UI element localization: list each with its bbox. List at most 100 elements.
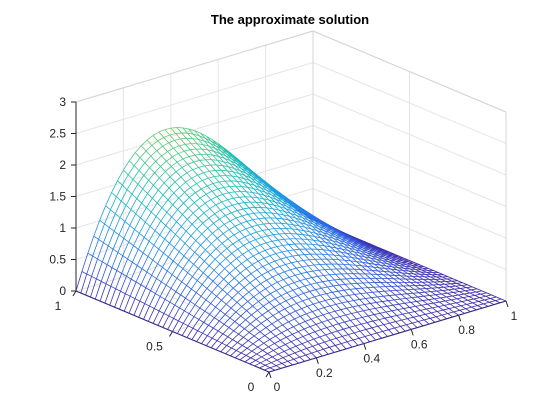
mesh-line-x — [332, 240, 339, 243]
mesh-line-y — [245, 268, 252, 274]
mesh-line-x — [339, 283, 346, 286]
mesh-line-y — [204, 165, 210, 172]
mesh-line-x — [177, 255, 185, 266]
mesh-line-y — [305, 224, 312, 230]
mesh-line-x — [459, 290, 466, 293]
mesh-line-y — [326, 327, 332, 334]
mesh-line-y — [138, 316, 144, 320]
mesh-line-y — [125, 293, 131, 297]
mesh-line-x — [232, 171, 240, 174]
mesh-line-x — [284, 211, 291, 214]
mesh-line-y — [311, 277, 317, 284]
mesh-line-x — [261, 353, 268, 358]
mesh-line-y — [198, 319, 204, 323]
mesh-line-y — [125, 204, 132, 210]
mesh-line-x — [132, 249, 139, 263]
mesh-line-y — [235, 165, 241, 171]
mesh-line-x — [288, 219, 295, 222]
mesh-line-y — [221, 243, 228, 249]
mesh-line-x — [303, 291, 310, 294]
mesh-line-y — [194, 130, 200, 137]
mesh-line-y — [282, 324, 288, 330]
mesh-line-x — [320, 327, 327, 331]
mesh-line-y — [212, 337, 218, 341]
mesh-line-x — [233, 324, 240, 332]
mesh-line-x — [392, 303, 399, 306]
mesh-line-x — [197, 143, 204, 146]
mesh-line-y — [218, 181, 225, 188]
mesh-line-x — [184, 301, 191, 312]
mesh-line-x — [165, 166, 172, 172]
mesh-line-x — [105, 192, 112, 206]
mesh-line-y — [282, 245, 288, 252]
mesh-line-y — [298, 225, 305, 231]
mesh-line-x — [293, 248, 300, 251]
mesh-line-x — [457, 297, 464, 300]
mesh-line-y — [237, 248, 243, 255]
mesh-line-y — [87, 252, 93, 257]
mesh-line-x — [218, 224, 225, 229]
mesh-line-y — [281, 287, 288, 294]
mesh-line-y — [362, 282, 369, 288]
mesh-line-x — [268, 199, 276, 203]
mesh-line-y — [134, 152, 141, 158]
mesh-line-x — [281, 250, 288, 253]
mesh-line-x — [111, 252, 119, 268]
mesh-line-x — [155, 155, 162, 162]
mesh-line-x — [128, 229, 135, 243]
mesh-line-y — [190, 187, 196, 194]
mesh-line-x — [164, 127, 171, 130]
mesh-line-y — [275, 222, 281, 229]
mesh-line-y — [413, 288, 420, 294]
mesh-line-y — [323, 307, 330, 314]
mesh-line-y — [263, 342, 269, 348]
mesh-line-x — [346, 306, 353, 309]
mesh-line-x — [449, 302, 457, 305]
mesh-line-x — [271, 319, 279, 325]
mesh-line-y — [468, 296, 474, 300]
mesh-line-y — [342, 336, 348, 343]
mesh-line-y — [203, 212, 210, 219]
mesh-line-y — [244, 236, 250, 243]
mesh-line-x — [196, 222, 204, 230]
mesh-line-x — [105, 267, 113, 284]
mesh-line-x — [91, 258, 98, 277]
mesh-line-y — [179, 145, 185, 152]
mesh-line-x — [226, 339, 233, 346]
mesh-line-x — [426, 307, 433, 310]
mesh-line-x — [388, 299, 395, 302]
mesh-line-x — [283, 348, 291, 352]
mesh-line-y — [156, 150, 162, 157]
mesh-line-x — [181, 272, 188, 282]
mesh-line-y — [204, 310, 210, 315]
mesh-line-x — [471, 288, 478, 291]
mesh-line-y — [353, 273, 359, 279]
mesh-line-x — [410, 301, 417, 303]
mesh-line-x — [254, 323, 262, 329]
mesh-line-x — [292, 362, 299, 366]
mesh-line-x — [386, 265, 393, 268]
mesh-line-x — [121, 174, 129, 186]
mesh-line-y — [219, 263, 226, 269]
mesh-line-y — [208, 177, 214, 184]
mesh-line-y — [300, 243, 306, 250]
mesh-line-x — [282, 321, 289, 326]
mesh-line-y — [255, 201, 262, 208]
mesh-line-x — [241, 340, 249, 346]
mesh-line-y — [475, 291, 481, 295]
mesh-line-x — [274, 258, 281, 262]
mesh-line-y — [249, 332, 255, 337]
mesh-line-y — [489, 301, 495, 305]
mesh-line-x — [345, 256, 352, 258]
mesh-line-x — [298, 360, 305, 364]
mesh-line-x — [273, 266, 280, 270]
mesh-line-y — [140, 145, 147, 152]
mesh-line-y — [405, 298, 412, 303]
mesh-line-y — [383, 295, 389, 301]
mesh-line-x — [205, 190, 213, 195]
mesh-line-y — [337, 244, 343, 250]
mesh-line-y — [303, 293, 309, 300]
mesh-line-y — [383, 324, 389, 330]
mesh-line-y — [226, 170, 233, 177]
mesh-line-y — [118, 234, 125, 239]
